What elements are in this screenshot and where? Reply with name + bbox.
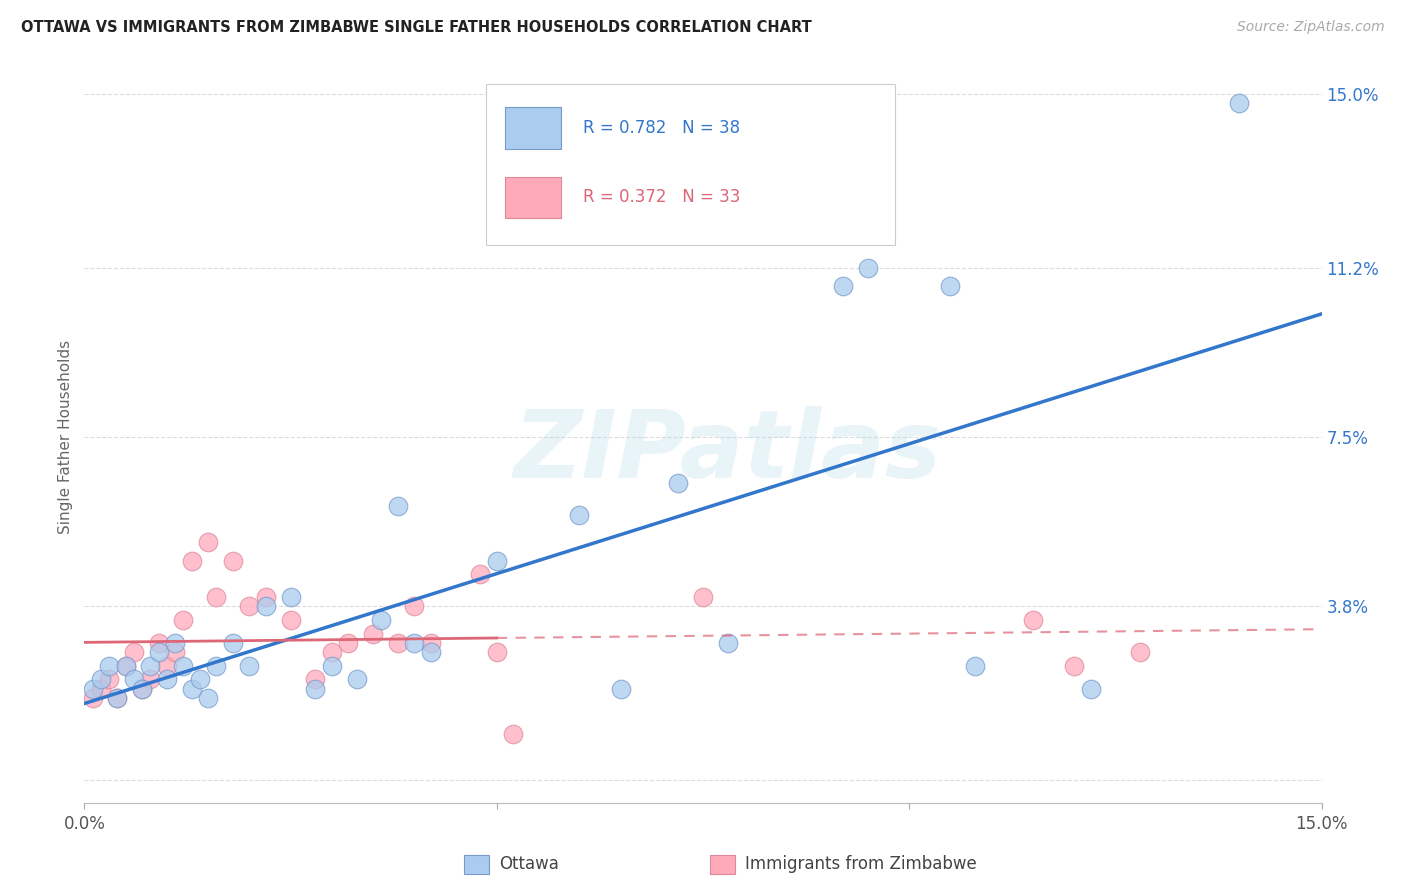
Point — [98, 658, 121, 673]
Point — [197, 690, 219, 705]
Point — [419, 645, 441, 659]
Point — [485, 645, 508, 659]
Text: Ottawa: Ottawa — [499, 855, 560, 873]
Point — [148, 636, 170, 650]
Point — [717, 636, 740, 650]
Point — [122, 673, 145, 687]
Y-axis label: Single Father Households: Single Father Households — [58, 340, 73, 534]
Point — [105, 690, 128, 705]
Point — [304, 673, 326, 687]
Text: Source: ZipAtlas.com: Source: ZipAtlas.com — [1237, 20, 1385, 34]
Point — [205, 590, 228, 604]
Point — [387, 636, 409, 650]
Point — [222, 553, 245, 567]
Point — [666, 475, 689, 490]
Point — [172, 658, 194, 673]
Point — [502, 727, 524, 741]
Point — [114, 658, 136, 673]
Point — [419, 636, 441, 650]
Point — [321, 658, 343, 673]
Point — [131, 681, 153, 696]
FancyBboxPatch shape — [505, 107, 561, 149]
Point — [485, 553, 508, 567]
Point — [965, 658, 987, 673]
Point — [122, 645, 145, 659]
Text: R = 0.372   N = 33: R = 0.372 N = 33 — [583, 188, 741, 206]
Point — [470, 567, 492, 582]
Point — [1227, 96, 1250, 111]
Point — [387, 499, 409, 513]
Point — [156, 658, 179, 673]
Point — [148, 645, 170, 659]
Point — [90, 681, 112, 696]
Text: R = 0.782   N = 38: R = 0.782 N = 38 — [583, 119, 740, 136]
Point — [692, 590, 714, 604]
Point — [1022, 613, 1045, 627]
Point — [238, 599, 260, 614]
Point — [1080, 681, 1102, 696]
Point — [114, 658, 136, 673]
Point — [254, 590, 277, 604]
Text: ZIPatlas: ZIPatlas — [513, 406, 942, 498]
Point — [165, 636, 187, 650]
Point — [856, 260, 879, 275]
Point — [280, 613, 302, 627]
Point — [156, 673, 179, 687]
Point — [568, 508, 591, 522]
FancyBboxPatch shape — [505, 177, 561, 219]
Point — [131, 681, 153, 696]
Point — [1063, 658, 1085, 673]
Point — [337, 636, 360, 650]
Point — [90, 673, 112, 687]
Point — [404, 599, 426, 614]
Point — [304, 681, 326, 696]
Point — [105, 690, 128, 705]
Point — [361, 626, 384, 640]
Point — [346, 673, 368, 687]
Point — [139, 673, 162, 687]
Point — [238, 658, 260, 673]
Point — [254, 599, 277, 614]
Point — [165, 645, 187, 659]
Point — [370, 613, 392, 627]
Point — [609, 681, 631, 696]
Point — [82, 681, 104, 696]
Point — [1129, 645, 1152, 659]
Point — [82, 690, 104, 705]
Point — [832, 279, 855, 293]
Point — [180, 553, 202, 567]
Point — [188, 673, 211, 687]
Point — [404, 636, 426, 650]
Point — [197, 535, 219, 549]
Point — [205, 658, 228, 673]
Point — [280, 590, 302, 604]
Point — [180, 681, 202, 696]
Point — [321, 645, 343, 659]
Point — [222, 636, 245, 650]
Point — [172, 613, 194, 627]
FancyBboxPatch shape — [486, 84, 894, 245]
Text: Immigrants from Zimbabwe: Immigrants from Zimbabwe — [745, 855, 977, 873]
Point — [939, 279, 962, 293]
Point — [98, 673, 121, 687]
Point — [139, 658, 162, 673]
Text: OTTAWA VS IMMIGRANTS FROM ZIMBABWE SINGLE FATHER HOUSEHOLDS CORRELATION CHART: OTTAWA VS IMMIGRANTS FROM ZIMBABWE SINGL… — [21, 20, 811, 35]
